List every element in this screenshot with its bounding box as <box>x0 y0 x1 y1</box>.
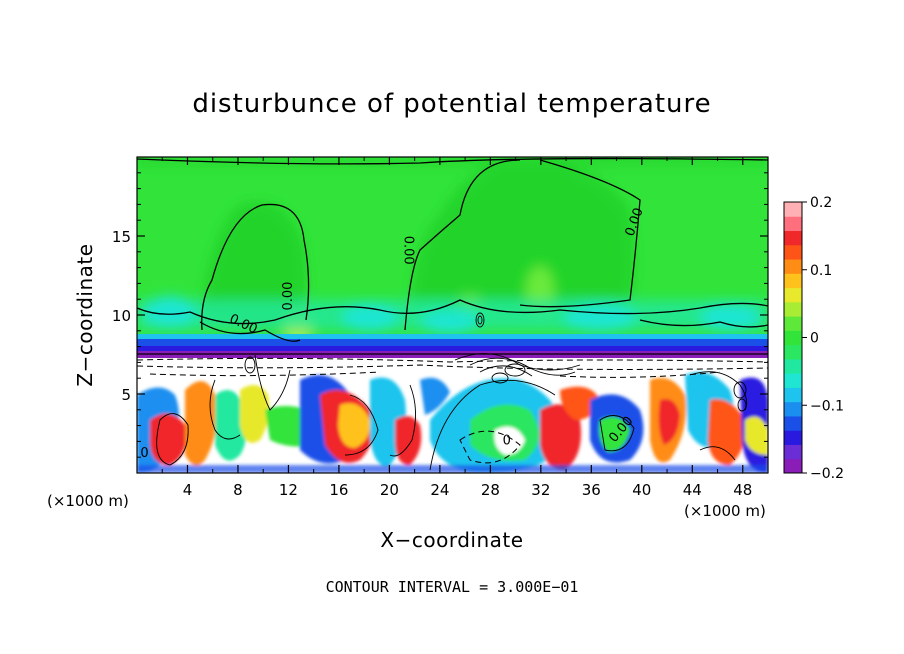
x-tick-label: 8 <box>233 481 243 499</box>
y-tick-label: 5 <box>121 386 131 404</box>
colorbar-swatch <box>784 330 802 346</box>
colorbar-swatch <box>784 301 802 317</box>
colorbar-tick-label: 0.2 <box>810 195 832 211</box>
colorbar-swatch <box>784 458 802 474</box>
x-tick-label: 24 <box>430 481 449 499</box>
y-tick-label: 10 <box>112 307 131 325</box>
contour-label: 0.00 <box>281 282 296 311</box>
colorbar-swatch <box>784 415 802 431</box>
colorbar-tick-label: 0 <box>810 331 819 347</box>
colorbar-swatch <box>784 259 802 274</box>
x-tick-label: 44 <box>683 481 702 499</box>
y-axis: 5 10 15 <box>112 172 768 458</box>
colorbar-swatch <box>784 430 802 445</box>
colorbar-tick-label: 0.1 <box>810 263 832 279</box>
x-unit-left: (×1000 m) <box>47 492 129 510</box>
colorbar-swatch <box>784 287 802 303</box>
x-unit-right: (×1000 m) <box>684 502 766 520</box>
contour-label: 0 <box>503 434 511 449</box>
colorbar-swatch <box>784 387 802 403</box>
x-axis: 4 8 12 16 20 24 28 32 36 40 44 48 <box>161 157 752 499</box>
x-tick-label: 16 <box>329 481 348 499</box>
x-tick-label: 36 <box>582 481 601 499</box>
colorbar-swatch <box>784 316 802 331</box>
contour-label: 0 <box>140 446 148 461</box>
colorbar-swatch <box>784 344 802 360</box>
colorbar-swatch <box>784 244 802 260</box>
colorbar-swatch <box>784 373 802 388</box>
colorbar-swatch <box>784 358 802 374</box>
chart-title: disturbunce of potential temperature <box>192 89 711 119</box>
colorbar-swatch <box>784 202 802 217</box>
colorbar-swatch <box>784 216 802 232</box>
y-axis-label: Z−coordinate <box>73 243 97 386</box>
colorbar-tick-label: −0.1 <box>810 398 844 414</box>
colorbar-swatch <box>784 401 802 417</box>
x-tick-label: 40 <box>632 481 651 499</box>
contour-label: 0.00 <box>401 236 416 265</box>
colorbar-swatch <box>784 444 802 460</box>
colorbar: 0.2 0.1 0 −0.1 −0.2 <box>783 195 844 482</box>
x-tick-label: 28 <box>481 481 500 499</box>
contour-interval-note: CONTOUR INTERVAL = 3.000E−01 <box>326 578 579 596</box>
y-tick-label: 15 <box>112 228 131 246</box>
colorbar-swatch <box>784 273 802 289</box>
colorbar-swatch <box>784 230 802 246</box>
x-tick-label: 32 <box>531 481 550 499</box>
x-tick-label: 48 <box>733 481 752 499</box>
x-tick-label: 20 <box>380 481 399 499</box>
x-tick-label: 12 <box>279 481 298 499</box>
x-tick-label: 4 <box>183 481 193 499</box>
x-axis-label: X−coordinate <box>380 528 523 552</box>
colorbar-tick-label: −0.2 <box>810 466 844 482</box>
